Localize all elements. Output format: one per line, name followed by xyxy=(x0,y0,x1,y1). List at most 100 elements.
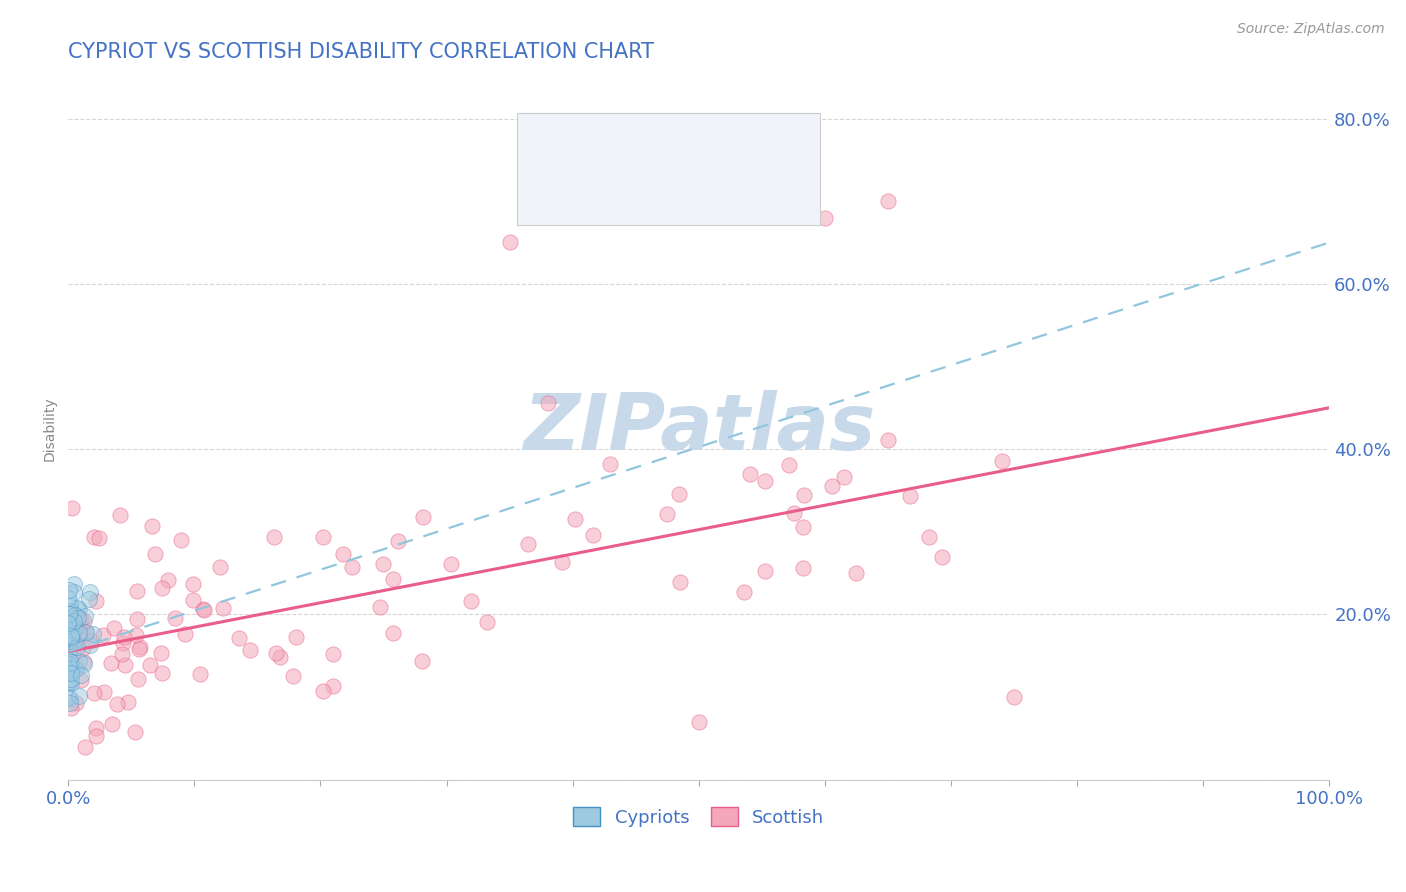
Point xyxy=(150,646,173,660)
Y-axis label: Disability: Disability xyxy=(44,396,58,461)
Point xyxy=(91,628,114,642)
Text: CYPRIOT VS SCOTTISH DISABILITY CORRELATION CHART: CYPRIOT VS SCOTTISH DISABILITY CORRELATI… xyxy=(69,42,654,62)
Point xyxy=(75,625,97,640)
Point xyxy=(63,662,86,676)
Point xyxy=(440,557,463,571)
Point xyxy=(368,599,391,614)
Point xyxy=(75,626,97,640)
Text: N =: N = xyxy=(665,178,702,198)
Point xyxy=(117,695,139,709)
Point xyxy=(58,675,80,690)
Point xyxy=(209,559,232,574)
Point xyxy=(58,675,80,690)
Point xyxy=(62,623,84,637)
Point xyxy=(59,691,82,706)
Point xyxy=(59,676,82,690)
Point xyxy=(65,608,87,623)
Point xyxy=(582,527,605,541)
Point xyxy=(111,647,134,661)
Point xyxy=(239,642,262,657)
Point xyxy=(70,668,93,682)
Point xyxy=(58,591,80,605)
Point xyxy=(212,600,235,615)
Point xyxy=(58,657,80,671)
Point xyxy=(371,558,394,572)
Point xyxy=(128,640,150,655)
Point xyxy=(59,636,82,650)
Point xyxy=(65,622,87,636)
Point xyxy=(792,561,814,575)
Point xyxy=(84,593,107,607)
Point xyxy=(60,666,83,681)
Point xyxy=(103,621,125,635)
Point xyxy=(657,507,679,521)
Point xyxy=(228,631,250,645)
Point xyxy=(59,622,82,636)
Point xyxy=(67,608,90,623)
Point xyxy=(58,627,80,641)
Point xyxy=(821,479,844,493)
Point xyxy=(931,549,953,564)
Point xyxy=(845,566,868,581)
Point xyxy=(63,585,86,599)
Point xyxy=(918,530,941,544)
Point xyxy=(793,488,815,502)
Point xyxy=(991,453,1014,467)
Point xyxy=(65,696,87,710)
Point xyxy=(60,673,83,687)
Point xyxy=(79,585,101,599)
Point xyxy=(77,591,100,606)
Point xyxy=(792,520,814,534)
Point xyxy=(67,654,90,668)
Point xyxy=(733,585,755,599)
Point xyxy=(381,572,404,586)
Point xyxy=(127,612,149,626)
Point xyxy=(75,739,97,754)
Point xyxy=(69,619,91,633)
Point xyxy=(754,564,776,578)
Point xyxy=(80,634,103,648)
Point xyxy=(108,508,131,522)
Point xyxy=(387,534,409,549)
Point xyxy=(141,519,163,533)
Point xyxy=(72,655,94,669)
Point xyxy=(59,632,82,646)
Point xyxy=(127,672,149,686)
Point xyxy=(669,575,692,590)
Point xyxy=(550,555,572,569)
Point xyxy=(82,627,104,641)
Point xyxy=(754,474,776,488)
Point xyxy=(898,489,921,503)
Point xyxy=(498,235,520,250)
Point xyxy=(67,602,90,616)
Point xyxy=(517,537,540,551)
Point xyxy=(58,582,80,597)
Point xyxy=(312,530,335,544)
Point xyxy=(322,679,344,693)
Point xyxy=(60,661,83,675)
Point xyxy=(163,611,186,625)
Text: 108: 108 xyxy=(700,178,741,198)
Point xyxy=(783,506,806,520)
Point xyxy=(100,657,122,671)
Text: 0.458: 0.458 xyxy=(612,178,673,198)
Point xyxy=(266,646,288,660)
Point xyxy=(101,717,124,731)
Text: N =: N = xyxy=(665,138,702,158)
Point xyxy=(283,669,305,683)
Point xyxy=(66,640,89,654)
Point xyxy=(59,658,82,673)
Point xyxy=(668,487,690,501)
Point xyxy=(193,601,215,615)
Point xyxy=(62,638,84,652)
Point xyxy=(114,658,136,673)
Point xyxy=(73,657,96,671)
Point xyxy=(58,615,80,630)
Point xyxy=(269,649,291,664)
Point xyxy=(62,577,84,591)
Point xyxy=(62,636,84,650)
Point xyxy=(263,530,285,544)
Point xyxy=(150,581,173,595)
Point xyxy=(173,626,195,640)
Point xyxy=(124,724,146,739)
